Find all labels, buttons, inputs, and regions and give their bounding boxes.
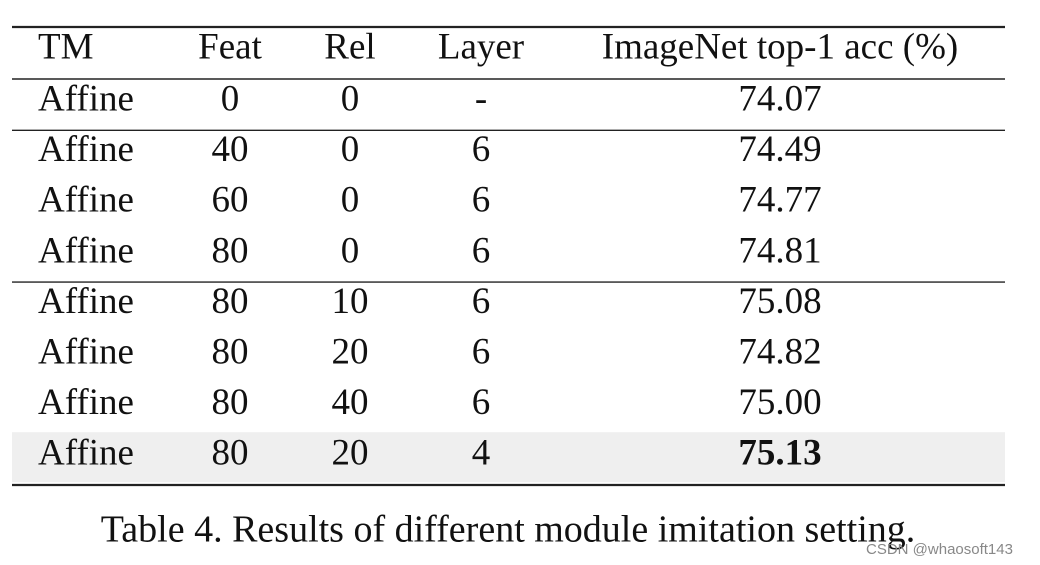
cell: 20 bbox=[332, 331, 369, 372]
cell: 20 bbox=[332, 433, 369, 474]
cell: 75.08 bbox=[738, 281, 821, 322]
cell: 6 bbox=[472, 230, 491, 271]
caption: Table 4. Results of different module imi… bbox=[101, 509, 916, 551]
cell: 80 bbox=[212, 382, 249, 423]
cell: 0 bbox=[221, 78, 240, 119]
cell: 60 bbox=[212, 180, 249, 221]
cell: 6 bbox=[472, 281, 491, 322]
table: TM Feat Rel Layer ImageNet top-1 acc (%) Affi… bbox=[12, 26, 1005, 483]
cell: 40 bbox=[332, 382, 369, 423]
cell: Affine bbox=[38, 433, 134, 474]
cell: 80 bbox=[212, 230, 249, 271]
cell: 74.82 bbox=[738, 331, 821, 372]
cell: 0 bbox=[341, 230, 360, 271]
header-cell: ImageNet top-1 acc (%) bbox=[602, 26, 958, 67]
cell: 74.49 bbox=[738, 129, 821, 170]
cell: 6 bbox=[472, 129, 491, 170]
cell: Affine bbox=[38, 78, 134, 119]
cell: 6 bbox=[472, 180, 491, 221]
cell: 80 bbox=[212, 433, 249, 474]
cell: Affine bbox=[38, 129, 134, 170]
header-cell: TM bbox=[38, 26, 94, 67]
header-cell: Feat bbox=[198, 26, 262, 67]
cell: 74.77 bbox=[738, 180, 821, 221]
cell: Affine bbox=[38, 180, 134, 221]
highlight-row bbox=[12, 432, 1005, 483]
cell: 6 bbox=[472, 382, 491, 423]
cell: 0 bbox=[341, 129, 360, 170]
cell: Affine bbox=[38, 331, 134, 372]
cell: 0 bbox=[341, 78, 360, 119]
cell: Affine bbox=[38, 230, 134, 271]
cell: 74.07 bbox=[738, 78, 821, 119]
cell: 40 bbox=[212, 129, 249, 170]
header-cell: Layer bbox=[438, 26, 524, 67]
cell: Affine bbox=[38, 281, 134, 322]
cell: 0 bbox=[341, 180, 360, 221]
cell: 74.81 bbox=[738, 230, 821, 271]
watermark: CSDN @whaosoft143 bbox=[866, 541, 1013, 558]
cell: 80 bbox=[212, 281, 249, 322]
cell: 10 bbox=[332, 281, 369, 322]
header-cell: Rel bbox=[324, 26, 375, 67]
cell: 80 bbox=[212, 331, 249, 372]
cell: 4 bbox=[472, 433, 491, 474]
cell: 75.13 bbox=[738, 433, 821, 474]
cell: 75.00 bbox=[738, 382, 821, 423]
cell: 6 bbox=[472, 331, 491, 372]
cell: Affine bbox=[38, 382, 134, 423]
cell: - bbox=[475, 78, 487, 119]
